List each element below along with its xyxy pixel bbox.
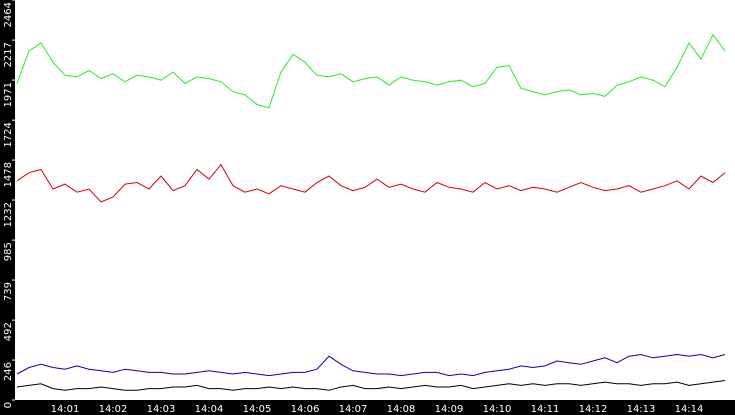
- series-line: [16, 380, 726, 391]
- x-tick-label: 14:02: [99, 404, 128, 415]
- y-tick-label: 1232: [3, 202, 14, 227]
- x-tick-label: 14:13: [627, 404, 656, 415]
- y-tick-label: 1971: [3, 82, 14, 107]
- y-tick-label: 492: [3, 322, 14, 341]
- x-tick-label: 14:04: [195, 404, 224, 415]
- x-tick-label: 14:03: [147, 404, 176, 415]
- x-tick-label: 14:05: [243, 404, 272, 415]
- x-tick-label: 14:14: [675, 404, 704, 415]
- y-tick-label: 1724: [3, 122, 14, 147]
- x-tick-label: 14:12: [579, 404, 608, 415]
- y-tick-label: 2217: [3, 42, 14, 67]
- x-tick-label: 14:09: [435, 404, 464, 415]
- x-tick-label: 14:06: [291, 404, 320, 415]
- series-line: [16, 33, 726, 109]
- y-tick-label: 739: [3, 282, 14, 301]
- y-tick-label: 0: [3, 402, 14, 408]
- y-axis-band: [0, 0, 15, 415]
- y-tick-label: 246: [3, 362, 14, 381]
- series-line: [16, 353, 726, 377]
- x-tick-label: 14:11: [531, 404, 560, 415]
- y-tick-label: 1478: [3, 162, 14, 187]
- series-line: [16, 163, 726, 203]
- x-tick-label: 14:07: [339, 404, 368, 415]
- x-axis-band: [0, 400, 735, 415]
- x-tick-label: 14:08: [387, 404, 416, 415]
- y-tick-label: 985: [3, 242, 14, 261]
- y-tick-label: 2464: [3, 2, 14, 27]
- x-tick-label: 14:10: [483, 404, 512, 415]
- x-tick-label: 14:01: [51, 404, 80, 415]
